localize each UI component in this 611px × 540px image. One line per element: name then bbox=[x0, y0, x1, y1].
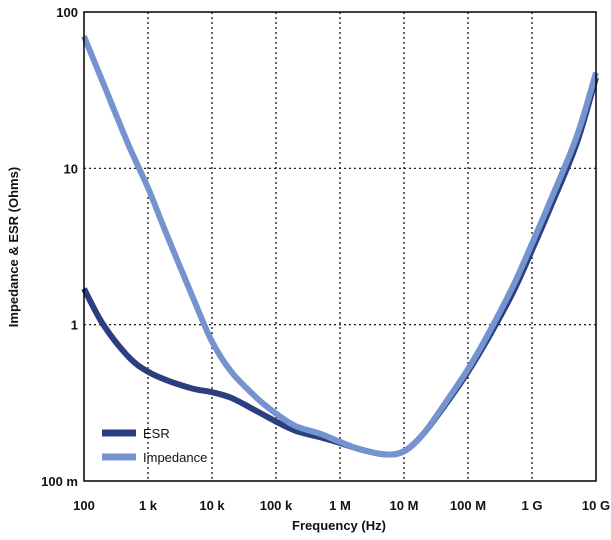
x-axis-label: Frequency (Hz) bbox=[292, 518, 386, 533]
x-tick-label: 1 M bbox=[329, 498, 351, 513]
y-axis-label: Impedance & ESR (Ohms) bbox=[6, 167, 21, 327]
legend: ESR Impedance bbox=[102, 426, 207, 465]
plot-frame bbox=[83, 11, 597, 482]
series-lines bbox=[81, 35, 599, 458]
x-tick-label: 1 G bbox=[522, 498, 543, 513]
legend-label-esr: ESR bbox=[143, 426, 170, 441]
x-tick-labels: 100 1 k 10 k 100 k 1 M 10 M 100 M 1 G 10 G bbox=[73, 498, 610, 513]
y-tick-labels: 100 m 1 10 100 bbox=[41, 5, 78, 489]
impedance-line bbox=[81, 35, 599, 458]
x-tick-label: 10 G bbox=[582, 498, 610, 513]
x-tick-label: 100 bbox=[73, 498, 95, 513]
x-tick-label: 1 k bbox=[139, 498, 158, 513]
x-tick-label: 10 M bbox=[390, 498, 419, 513]
grid-lines bbox=[84, 12, 596, 481]
x-tick-label: 100 M bbox=[450, 498, 486, 513]
x-tick-label: 10 k bbox=[199, 498, 225, 513]
x-tick-label: 100 k bbox=[260, 498, 293, 513]
y-tick-label: 1 bbox=[71, 318, 78, 333]
y-tick-label: 10 bbox=[64, 161, 78, 176]
y-tick-label: 100 bbox=[56, 5, 78, 20]
legend-label-impedance: Impedance bbox=[143, 450, 207, 465]
y-tick-label: 100 m bbox=[41, 474, 78, 489]
